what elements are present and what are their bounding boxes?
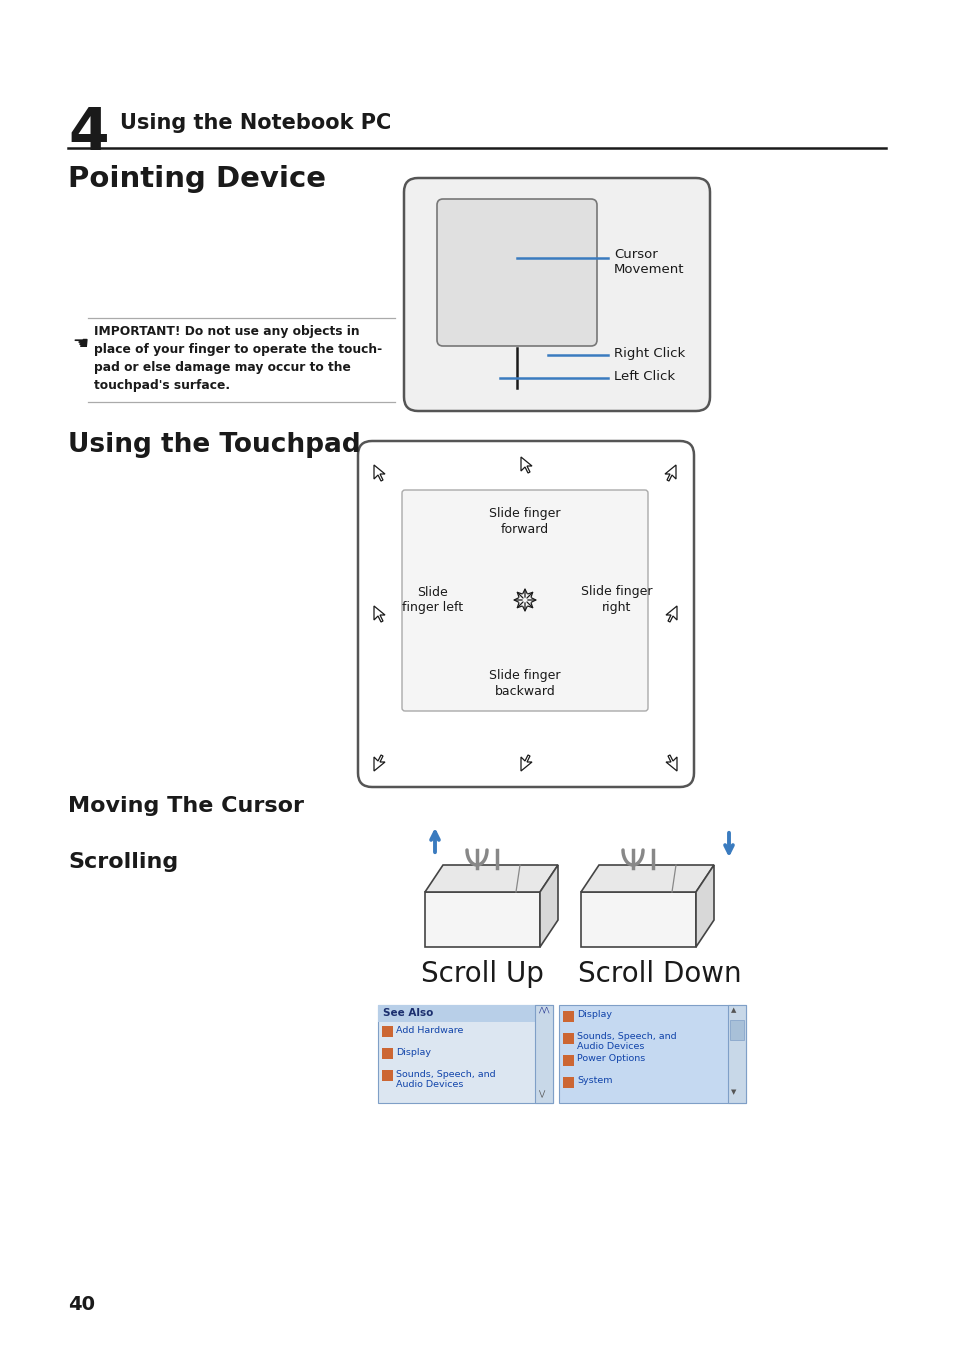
FancyBboxPatch shape <box>403 178 709 411</box>
Polygon shape <box>520 755 532 771</box>
Text: Cursor
Movement: Cursor Movement <box>614 249 684 276</box>
Bar <box>558 1005 745 1102</box>
Text: pad or else damage may occur to the: pad or else damage may occur to the <box>94 361 351 374</box>
Polygon shape <box>374 607 385 621</box>
Text: Scroll Down: Scroll Down <box>578 961 741 988</box>
Bar <box>381 1048 393 1059</box>
Text: Using the Notebook PC: Using the Notebook PC <box>120 113 391 132</box>
Text: Pointing Device: Pointing Device <box>68 165 326 193</box>
Text: 40: 40 <box>68 1296 95 1315</box>
Text: Slide
finger left: Slide finger left <box>402 585 463 615</box>
Text: Sounds, Speech, and
Audio Devices: Sounds, Speech, and Audio Devices <box>577 1032 676 1051</box>
Polygon shape <box>539 865 558 947</box>
Polygon shape <box>374 465 385 481</box>
Bar <box>562 1055 574 1066</box>
Polygon shape <box>580 865 713 892</box>
Text: Scroll Up: Scroll Up <box>420 961 543 988</box>
Text: Add Hardware: Add Hardware <box>395 1025 463 1035</box>
Polygon shape <box>665 755 677 771</box>
Polygon shape <box>424 892 539 947</box>
Text: place of your finger to operate the touch-: place of your finger to operate the touc… <box>94 343 382 357</box>
Text: ☚: ☚ <box>71 335 88 353</box>
Text: ⋁: ⋁ <box>537 1089 543 1098</box>
Polygon shape <box>696 865 713 947</box>
Text: 4: 4 <box>68 105 109 162</box>
Text: touchpad's surface.: touchpad's surface. <box>94 380 230 392</box>
Polygon shape <box>424 865 558 892</box>
Bar <box>377 1005 535 1021</box>
Text: Display: Display <box>395 1048 431 1056</box>
Text: Moving The Cursor: Moving The Cursor <box>68 796 304 816</box>
Bar <box>729 1020 743 1040</box>
Bar <box>562 1011 574 1021</box>
Bar <box>727 1005 745 1102</box>
Text: ▼: ▼ <box>730 1089 736 1096</box>
Text: Power Options: Power Options <box>577 1054 644 1063</box>
Text: Slide finger
right: Slide finger right <box>580 585 652 615</box>
Text: Slide finger
forward: Slide finger forward <box>489 507 560 536</box>
Text: Scrolling: Scrolling <box>68 852 178 871</box>
Bar <box>381 1025 393 1038</box>
Text: Right Click: Right Click <box>614 347 684 359</box>
Polygon shape <box>580 892 696 947</box>
Bar <box>562 1077 574 1088</box>
Text: Left Click: Left Click <box>614 370 675 382</box>
Text: Slide finger
backward: Slide finger backward <box>489 669 560 698</box>
Polygon shape <box>374 755 385 771</box>
Text: Using the Touchpad: Using the Touchpad <box>68 432 360 458</box>
Text: IMPORTANT! Do not use any objects in: IMPORTANT! Do not use any objects in <box>94 326 359 338</box>
Bar <box>562 1034 574 1044</box>
Bar <box>377 1005 553 1102</box>
Bar <box>381 1070 393 1081</box>
Text: ⋀⋀: ⋀⋀ <box>537 1006 549 1013</box>
Text: Display: Display <box>577 1011 612 1019</box>
Text: See Also: See Also <box>382 1008 433 1019</box>
Polygon shape <box>664 465 676 481</box>
Bar <box>535 1005 553 1102</box>
Text: System: System <box>577 1075 612 1085</box>
FancyBboxPatch shape <box>357 440 693 788</box>
Text: ▲: ▲ <box>730 1006 736 1013</box>
Polygon shape <box>520 457 532 473</box>
Text: Sounds, Speech, and
Audio Devices: Sounds, Speech, and Audio Devices <box>395 1070 496 1089</box>
FancyBboxPatch shape <box>401 490 647 711</box>
Polygon shape <box>665 607 677 621</box>
FancyBboxPatch shape <box>436 199 597 346</box>
